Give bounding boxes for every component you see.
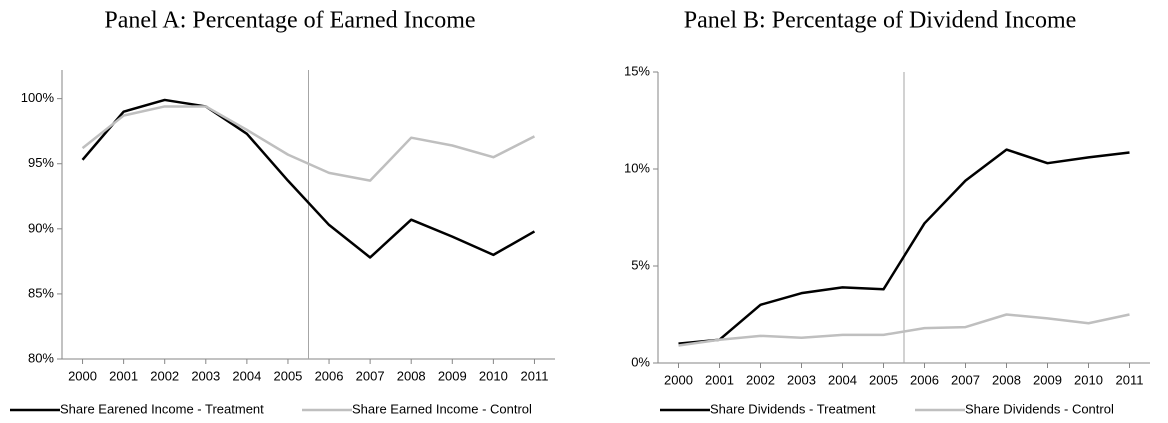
- x-tick-label: 2000: [68, 368, 97, 383]
- x-tick-label: 2001: [705, 372, 734, 387]
- x-tick-label: 2011: [520, 368, 548, 383]
- x-tick-label: 2009: [1033, 372, 1062, 387]
- x-tick-label: 2005: [273, 368, 302, 383]
- y-tick-label: 95%: [28, 155, 54, 170]
- x-tick-label: 2010: [1074, 372, 1103, 387]
- x-tick-label: 2008: [992, 372, 1021, 387]
- x-tick-label: 2011: [1116, 372, 1144, 387]
- x-tick-label: 2003: [191, 368, 220, 383]
- chart-title: Panel B: Percentage of Dividend Income: [684, 8, 1077, 34]
- x-tick-label: 2008: [397, 368, 426, 383]
- x-tick-label: 2009: [438, 368, 467, 383]
- legend-label: Share Earned Income - Control: [352, 401, 532, 416]
- data-line: [81, 105, 536, 182]
- y-tick-label: 85%: [28, 285, 54, 300]
- x-tick-label: 2003: [787, 372, 816, 387]
- y-tick-label: 5%: [631, 257, 650, 272]
- x-tick-label: 2007: [951, 372, 980, 387]
- x-tick-label: 2004: [232, 368, 261, 383]
- legend-label: Share Earened Income - Treatment: [60, 401, 264, 416]
- x-tick-label: 2010: [479, 368, 508, 383]
- data-line: [678, 148, 1130, 345]
- x-tick-label: 2005: [869, 372, 898, 387]
- data-line: [81, 98, 536, 259]
- legend-label: Share Dividends - Control: [965, 401, 1114, 416]
- y-tick-label: 15%: [624, 63, 650, 78]
- y-tick-label: 80%: [28, 350, 54, 365]
- x-tick-label: 2002: [150, 368, 179, 383]
- x-tick-label: 2000: [664, 372, 693, 387]
- x-tick-label: 2007: [356, 368, 385, 383]
- legend-label: Share Dividends - Treatment: [710, 401, 876, 416]
- y-tick-label: 90%: [28, 220, 54, 235]
- x-tick-label: 2002: [746, 372, 775, 387]
- y-tick-label: 100%: [21, 90, 55, 105]
- y-tick-label: 10%: [624, 160, 650, 175]
- y-tick-label: 0%: [631, 354, 650, 369]
- chart-title: Panel A: Percentage of Earned Income: [104, 8, 475, 34]
- x-tick-label: 2006: [910, 372, 939, 387]
- x-tick-label: 2006: [315, 368, 344, 383]
- x-tick-label: 2001: [109, 368, 138, 383]
- x-tick-label: 2004: [828, 372, 857, 387]
- data-line: [678, 313, 1130, 347]
